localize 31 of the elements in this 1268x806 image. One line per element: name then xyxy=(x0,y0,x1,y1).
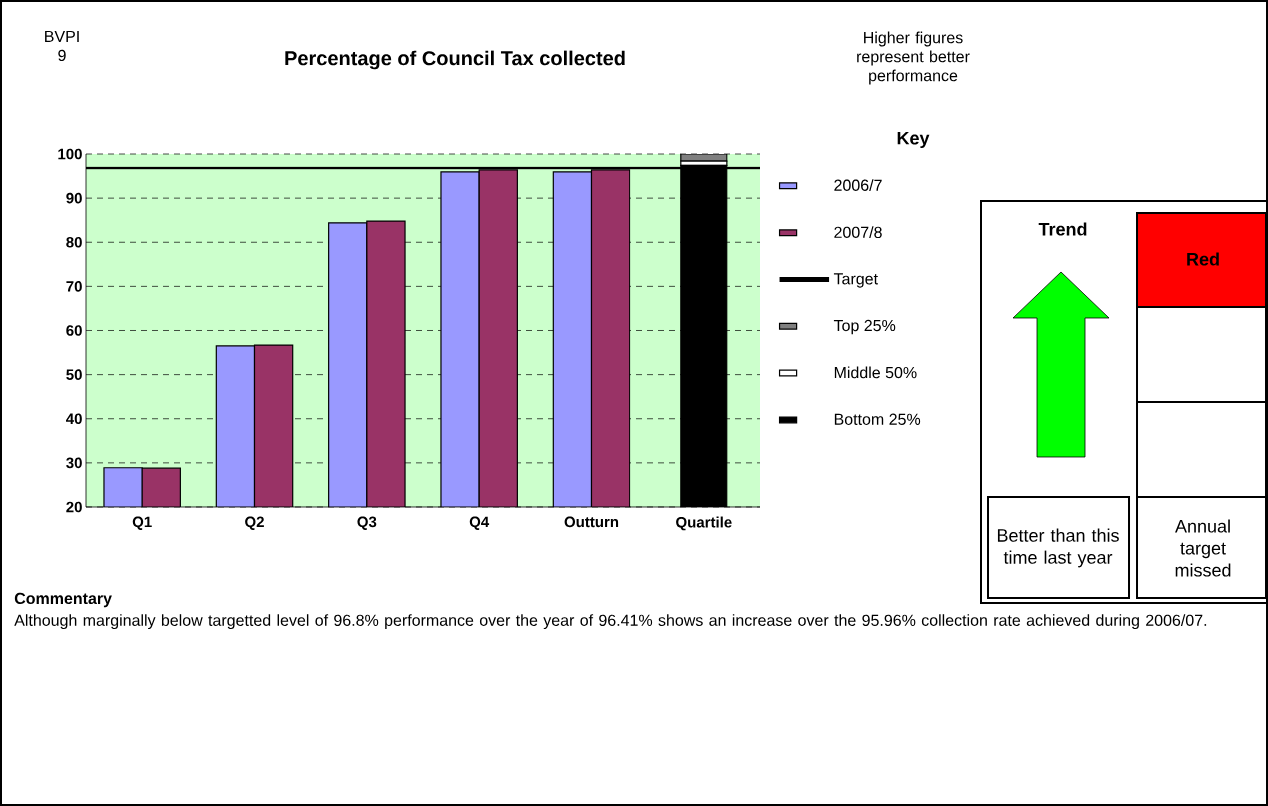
x-tick-label: Outturn xyxy=(564,516,619,528)
legend-label: Top 25% xyxy=(833,319,896,335)
text: Commentary xyxy=(14,592,112,608)
y-tick-label: 20 xyxy=(66,501,82,513)
y-tick-label: 60 xyxy=(66,325,82,336)
legend-label: 2006/7 xyxy=(834,179,882,191)
x-tick-label: Q1 xyxy=(132,516,152,530)
text: Annual target missed xyxy=(1175,519,1231,577)
x-tick-label: Q3 xyxy=(357,516,377,530)
text: Although marginally below targetted level of 96.8% performance over the year of 96.41% shows an increase over the 95.96% collection rate achieved during 2006/07. xyxy=(14,614,1207,630)
legend-label: Middle 50% xyxy=(834,366,917,379)
y-tick-label: 80 xyxy=(66,236,82,248)
x-tick-label: Q4 xyxy=(469,516,490,530)
x-tick-label: Quartile xyxy=(676,516,732,531)
y-tick-label: 30 xyxy=(66,457,82,469)
y-tick-label: 40 xyxy=(66,413,82,425)
text: BVPI 9 xyxy=(45,30,79,62)
text: Red xyxy=(1187,252,1219,266)
text: Trend xyxy=(1038,222,1087,236)
legend-label: Bottom 25% xyxy=(834,413,921,425)
legend-title: Key xyxy=(897,131,930,149)
legend-label: 2007/8 xyxy=(834,226,882,238)
y-tick-label: 90 xyxy=(66,192,82,204)
y-tick-label: 50 xyxy=(66,369,82,380)
text: Higher figures represent better performance xyxy=(857,31,970,85)
chart-title: Percentage of Council Tax collected xyxy=(285,50,625,70)
x-tick-label: Q2 xyxy=(245,516,264,530)
legend-label: Target xyxy=(833,273,878,288)
y-tick-label: 100 xyxy=(58,148,82,160)
text: Better than this time last year xyxy=(997,528,1119,568)
y-tick-label: 70 xyxy=(66,281,82,292)
